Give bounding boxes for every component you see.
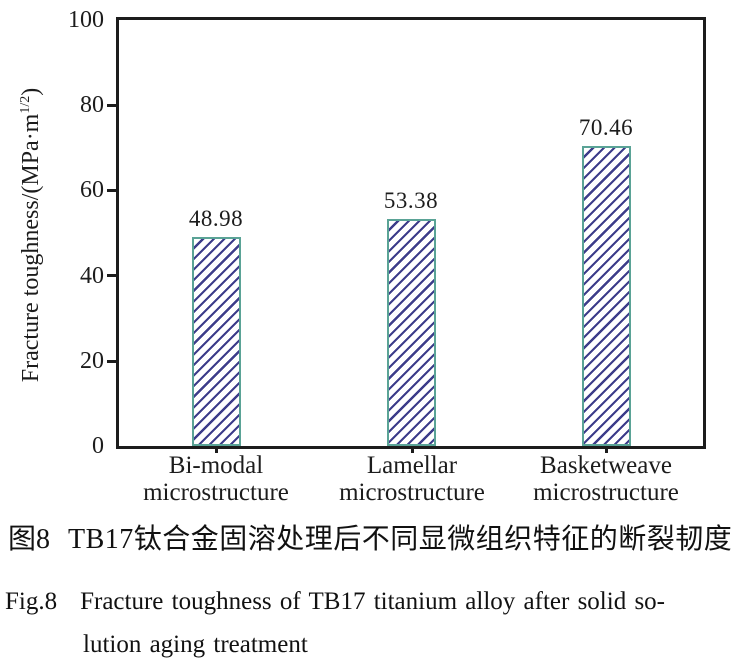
caption-english-line2: lution aging treatment (83, 631, 308, 658)
x-category-line2: microstructure (143, 479, 289, 506)
caption-chinese: 图8 TB17钛合金固溶处理后不同显微组织特征的断裂韧度 (8, 524, 741, 556)
y-tick-label-60: 60 (80, 177, 104, 203)
x-category-line1: Basketweave (540, 452, 672, 479)
bar-basketweave (581, 145, 631, 446)
x-category-line1: Lamellar (366, 452, 458, 479)
y-tick-label-80: 80 (80, 92, 104, 118)
x-tick-mark-lamellar (411, 446, 414, 453)
y-tick-label-20: 20 (80, 348, 104, 374)
bar-group-bimodal: 48.98 (146, 206, 286, 446)
y-axis-title-superscript: 1/2 (18, 95, 33, 114)
plot-area: 48.98 53.38 70.46 (116, 17, 706, 449)
y-tick-mark-80 (107, 104, 116, 107)
bar-lamellar (386, 218, 436, 446)
bar-group-basketweave: 70.46 (536, 115, 676, 446)
x-category-line2: microstructure (339, 479, 485, 506)
caption-english-fig-number: Fig.8 (5, 588, 58, 615)
x-tick-mark-bimodal (215, 446, 218, 453)
y-tick-label-40: 40 (80, 263, 104, 289)
x-category-label-bimodal: Bi-modal microstructure (101, 452, 331, 506)
bar-group-lamellar: 53.38 (341, 188, 481, 446)
x-category-line1: Bi-modal (168, 452, 264, 479)
y-axis-title: Fracture toughness/(MPa·m1/2) (8, 20, 44, 450)
caption-chinese-text: TB17钛合金固溶处理后不同显微组织特征的断裂韧度 (68, 524, 733, 555)
bar-value-label: 48.98 (188, 206, 244, 232)
y-tick-mark-40 (107, 274, 116, 277)
y-tick-mark-20 (107, 360, 116, 363)
x-category-line2: microstructure (533, 479, 679, 506)
x-tick-mark-basketweave (605, 446, 608, 453)
x-category-label-lamellar: Lamellar microstructure (297, 452, 527, 506)
caption-chinese-fig-number: 图8 (8, 524, 51, 555)
y-tick-label-0: 0 (92, 433, 104, 459)
y-axis-title-main: Fracture toughness/(MPa·m (18, 113, 44, 383)
caption-english-line1: Fig.8 Fracture toughness of TB17 titanium… (5, 587, 741, 616)
y-tick-mark-60 (107, 189, 116, 192)
caption-english-text: Fracture toughness of TB17 titanium allo… (80, 588, 665, 615)
bar-bimodal (191, 237, 241, 446)
x-category-label-basketweave: Basketweave microstructure (491, 452, 721, 506)
bar-value-label: 53.38 (383, 187, 439, 213)
y-tick-label-100: 100 (68, 7, 104, 33)
bar-value-label: 70.46 (578, 114, 634, 140)
